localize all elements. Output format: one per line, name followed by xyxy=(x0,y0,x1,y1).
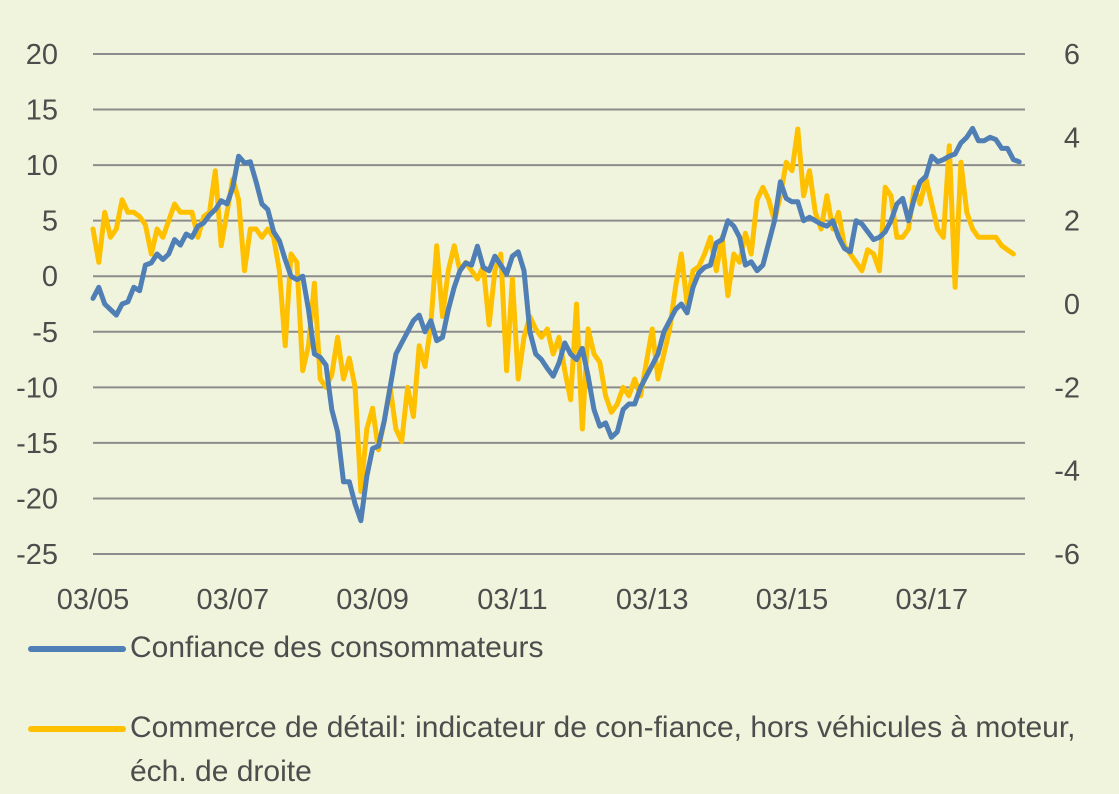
left-y-tick-label: 5 xyxy=(42,206,58,238)
x-tick-label: 03/09 xyxy=(336,584,409,616)
legend-item-consumer-confidence: Confiance des consommateurs xyxy=(28,626,1108,670)
left-y-axis: 20 15 10 5 0 -5 -10 -15 -20 -25 xyxy=(16,39,58,571)
x-tick-label: 03/13 xyxy=(616,584,689,616)
right-y-tick-label: 0 xyxy=(1064,289,1080,321)
series-line-retail-confidence xyxy=(90,126,1016,494)
x-tick-label: 03/17 xyxy=(896,584,969,616)
legend-label-consumer-confidence: Confiance des consommateurs xyxy=(130,631,544,664)
left-y-tick-label: 10 xyxy=(26,150,58,182)
legend-item-retail-confidence: Commerce de détail: indicateur de con-fi… xyxy=(28,706,1118,794)
left-y-tick-label: -10 xyxy=(16,372,58,404)
x-tick-label: 03/15 xyxy=(756,584,829,616)
left-y-tick-label: 15 xyxy=(26,95,58,127)
right-y-tick-label: 4 xyxy=(1064,122,1080,154)
left-y-tick-label: -15 xyxy=(16,428,58,460)
gridlines xyxy=(93,53,1025,555)
right-y-axis: 6 4 2 0 -2 -4 -6 xyxy=(1054,39,1080,571)
left-y-tick-label: 0 xyxy=(42,261,58,293)
x-axis: 03/05 03/07 03/09 03/11 03/13 03/15 03/17 xyxy=(57,584,968,616)
x-tick-label: 03/11 xyxy=(477,584,547,616)
left-y-tick-label: -5 xyxy=(32,317,58,349)
legend-swatch-retail-confidence xyxy=(28,726,126,732)
right-y-tick-label: -6 xyxy=(1054,539,1080,571)
x-tick-label: 03/07 xyxy=(197,584,270,616)
legend-label-retail-confidence: Commerce de détail: indicateur de con-fi… xyxy=(130,711,1076,788)
right-y-tick-label: 2 xyxy=(1064,206,1080,238)
right-y-tick-label: 6 xyxy=(1064,39,1080,71)
left-y-tick-label: 20 xyxy=(26,39,58,71)
right-y-tick-label: -4 xyxy=(1054,456,1080,488)
right-y-tick-label: -2 xyxy=(1054,372,1080,404)
left-y-tick-label: -25 xyxy=(16,539,58,571)
legend-swatch-consumer-confidence xyxy=(28,646,126,652)
x-tick-label: 03/05 xyxy=(57,584,130,616)
series-line-consumer-confidence xyxy=(90,125,1022,524)
left-y-tick-label: -20 xyxy=(16,483,58,515)
series-lines xyxy=(90,125,1022,524)
